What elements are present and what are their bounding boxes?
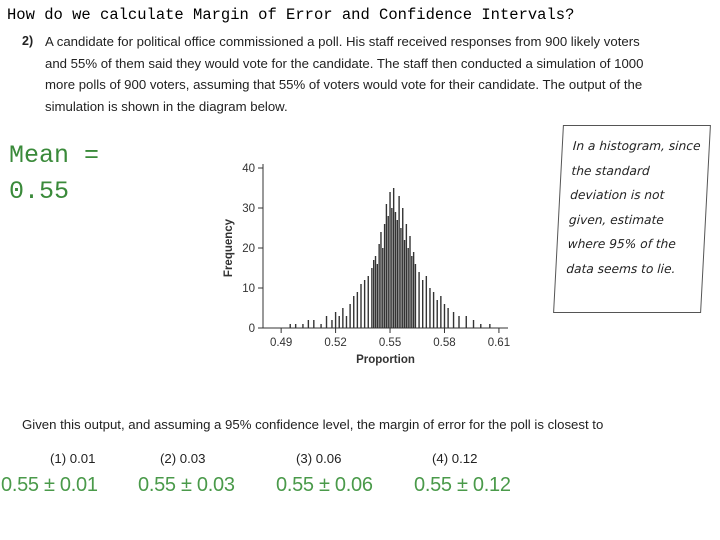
choice-2[interactable]: (2) 0.03 [160,451,206,466]
y-tick-label: 30 [242,203,255,215]
histogram-bar [294,324,297,328]
histogram-bar [409,236,411,328]
histogram-bar [403,240,406,328]
histogram-bar [345,316,348,328]
histogram-bar [302,324,304,328]
histogram-bar [356,292,359,328]
question-line: more polls of 900 voters, assuming that … [45,77,643,92]
x-tick-label: 0.58 [433,337,455,349]
question-number: 2) [22,34,34,48]
mean-annotation: Mean = 0.55 [9,138,99,210]
note-line: where 95% of the [567,237,677,252]
choice-1[interactable]: (1) 0.01 [50,451,96,466]
histogram-bar [320,324,322,328]
histogram-bar [376,264,379,328]
mean-value: 0.55 [9,177,70,206]
histogram-bar [382,248,384,328]
histogram-bar [414,264,417,328]
histogram-bar [411,256,413,328]
y-tick-label: 20 [242,243,255,255]
y-tick-label: 0 [249,323,255,335]
histogram-bar [331,320,333,328]
histogram-bar [394,212,397,328]
histogram-bar [289,324,291,328]
page-title: How do we calculate Margin of Error and … [7,6,575,24]
histogram-bar [440,296,442,328]
histogram-bar [360,284,362,328]
histogram-bar [374,256,377,328]
choice-4[interactable]: (4) 0.12 [432,451,478,466]
histogram-bar [367,276,369,328]
x-tick-label: 0.61 [488,337,510,349]
y-tick-label: 10 [242,283,255,295]
histogram-bar [387,216,389,328]
histogram-bar [392,188,395,328]
histogram-bar [422,280,424,328]
histogram-bar [398,196,400,328]
note-line: given, estimate [568,212,665,227]
y-tick-label: 40 [242,163,255,175]
answer-note-2: 0.55 ± 0.03 [138,474,235,496]
choice-3[interactable]: (3) 0.06 [296,451,342,466]
histogram-bar [380,232,382,328]
histogram-bar [353,296,355,328]
histogram-bar [349,304,351,328]
x-tick-label: 0.55 [379,337,401,349]
histogram-bar [412,252,415,328]
histogram-bar [400,228,402,328]
histogram-bar [407,248,409,328]
question-line: simulation is shown in the diagram below… [45,98,288,114]
question-line: A candidate for political office commiss… [45,34,640,49]
histogram-chart: 0 10 20 30 40 0.49 0.52 0.55 0.58 0.61 Proportion F… [223,163,510,366]
note-line: data seems to lie. [566,261,676,276]
histogram-bar [383,224,386,328]
histogram-bar [313,320,315,328]
histogram-bar [472,320,475,328]
y-axis-label: Frequency [223,218,235,277]
histogram-bar [447,308,449,328]
histogram-bar [443,304,446,328]
histogram-bar [458,316,460,328]
question-prompt: Given this output, and assuming a 95% co… [22,417,604,432]
x-tick-label: 0.49 [270,337,292,349]
question-text: A candidate for political office commiss… [45,31,695,117]
histogram-bar [391,208,393,328]
histogram-bar [489,324,491,328]
answer-note-1: 0.55 ± 0.01 [1,474,98,496]
histogram-bar [389,192,391,328]
x-tick-label: 0.52 [324,337,346,349]
histogram-bar [405,224,408,328]
histogram-bar [432,292,435,328]
histogram-bar [338,316,340,328]
note-line: deviation is not [569,188,665,203]
histogram-bar [325,316,328,328]
answer-note-3: 0.55 ± 0.06 [276,474,373,496]
x-axis-label: Proportion [356,354,415,366]
question-line: and 55% of them said they would vote for… [45,55,644,71]
histogram-bar [480,324,482,328]
histogram-bar [371,268,373,328]
histogram-bar [465,316,467,328]
histogram-bar [307,320,310,328]
histogram-bar [385,204,388,328]
histogram-bar [402,208,404,328]
histogram-bar [363,280,366,328]
histogram-bar [425,276,428,328]
note-line: In a histogram, since [572,139,701,153]
histogram-bar [334,312,337,328]
histogram-bar [342,308,344,328]
handwritten-note-box: In a histogram, since the standard devia… [553,125,711,313]
histogram-bar [452,312,455,328]
histogram-bar [396,220,398,328]
mean-label: Mean = [9,141,100,170]
note-line: the standard [571,163,651,178]
histogram-bar [429,288,431,328]
histogram-bar [373,260,375,328]
histogram-bar [436,300,438,328]
histogram-bar [418,272,420,328]
answer-note-4: 0.55 ± 0.12 [414,474,511,496]
histogram-bar [378,244,380,328]
